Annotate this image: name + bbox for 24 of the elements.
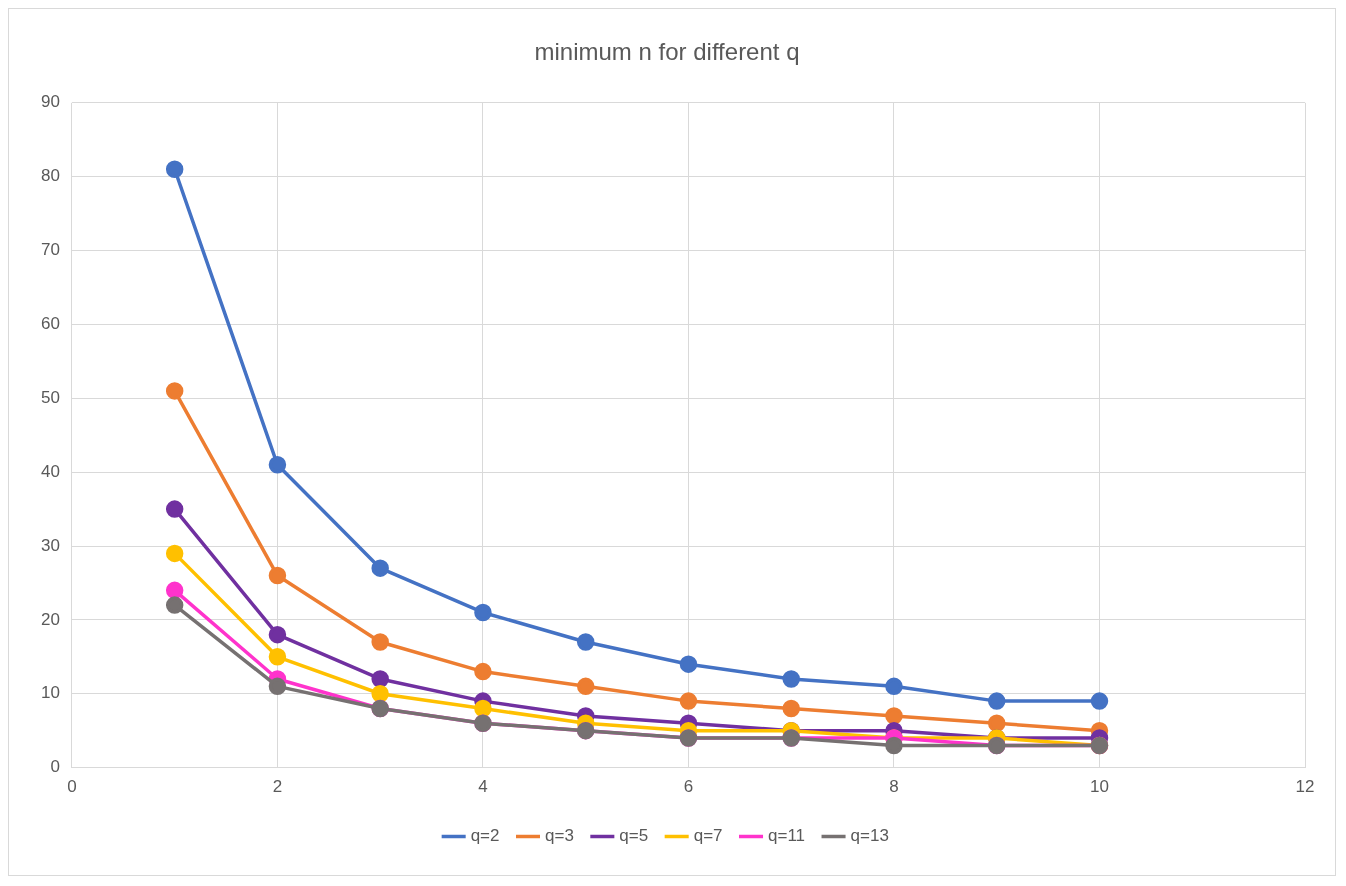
x-tick-label: 8 xyxy=(889,777,899,797)
legend-label: q=5 xyxy=(619,826,649,846)
y-tick-label: 80 xyxy=(40,166,60,186)
chart-title: minimum n for different q xyxy=(534,38,800,66)
x-tick-label: 6 xyxy=(683,777,694,797)
y-tick-label: 0 xyxy=(50,757,60,777)
y-tick-label: 50 xyxy=(40,387,60,407)
x-tick-label: 0 xyxy=(67,777,77,797)
x-tick-label: 10 xyxy=(1090,777,1109,797)
y-tick-label: 60 xyxy=(40,314,60,334)
legend-label: q=11 xyxy=(768,826,806,846)
legend-label: q=13 xyxy=(850,826,889,846)
y-tick-label: 20 xyxy=(40,609,60,629)
legend-label: q=3 xyxy=(545,826,574,846)
x-tick-label: 12 xyxy=(1295,777,1315,797)
x-tick-label: 2 xyxy=(272,777,283,797)
x-tick-label: 4 xyxy=(478,777,488,797)
legend-label: q=2 xyxy=(470,826,500,846)
y-tick-label: 40 xyxy=(40,461,60,481)
legend-label: q=7 xyxy=(693,826,723,846)
y-tick-label: 30 xyxy=(40,535,60,555)
y-tick-label: 10 xyxy=(40,683,60,703)
y-tick-label: 90 xyxy=(40,92,60,112)
y-tick-label: 70 xyxy=(40,240,60,260)
